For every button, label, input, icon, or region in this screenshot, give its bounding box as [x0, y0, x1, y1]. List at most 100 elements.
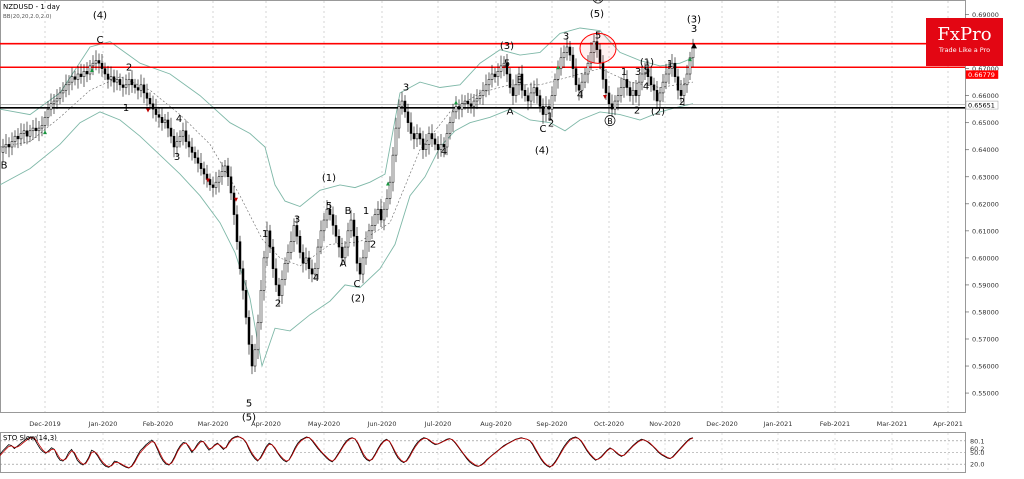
wave-label: 2: [679, 97, 685, 108]
candle-bull: [283, 263, 287, 280]
y-tick-label: 0.57000: [972, 335, 999, 343]
y-axis: 0.690000.680000.670000.660000.650000.640…: [965, 11, 999, 398]
candle-bear: [352, 219, 356, 237]
candle-bear: [679, 89, 683, 96]
candle-bear: [274, 268, 278, 286]
candle-bear: [334, 225, 338, 237]
candle-bull: [664, 73, 668, 83]
wave-label: (2): [351, 294, 365, 305]
candle-bull: [400, 100, 404, 107]
candle-bear: [208, 179, 212, 186]
candle-bear: [145, 92, 149, 99]
candle-bull: [64, 84, 68, 91]
candle-bear: [538, 95, 542, 107]
sto-tick-label: 80.1: [970, 437, 984, 445]
y-tick-label: 0.58000: [972, 308, 999, 316]
candle-bear: [358, 263, 362, 275]
candle-bear: [547, 106, 551, 110]
buy-signal-arrow: [454, 100, 458, 105]
wave-circle: [604, 115, 616, 126]
candle-bull: [592, 41, 596, 53]
candle-bull: [13, 135, 17, 142]
wave-label: 1: [363, 206, 369, 217]
y-tick-label: 0.61000: [972, 227, 999, 235]
candle-bull: [325, 208, 329, 221]
candle-bull: [181, 130, 185, 137]
candle-bear: [136, 87, 140, 91]
candle-bear: [331, 214, 335, 226]
candle-bull: [556, 68, 560, 80]
x-tick-label: Dec-2020: [706, 420, 737, 428]
wave-label: A: [507, 106, 514, 117]
fxpro-logo: FxPro Trade Like a Pro: [926, 18, 1003, 66]
wave-label: 4: [176, 114, 182, 125]
candle-bear: [238, 241, 242, 269]
candle-bull: [385, 198, 389, 210]
candle-bear: [493, 73, 497, 77]
candle-bull: [139, 84, 143, 91]
candle-bear: [574, 68, 578, 86]
candle-bull: [613, 100, 617, 110]
x-tick-label: Feb-2020: [143, 420, 173, 428]
candle-bull: [109, 76, 113, 80]
candle-bear: [457, 106, 461, 110]
candle-bull: [424, 144, 428, 150]
price-label-box: [965, 100, 999, 110]
candle-bull: [82, 71, 86, 77]
candle-bear: [469, 103, 473, 107]
x-tick-label: Apr-2020: [251, 420, 281, 428]
candle-bull: [40, 125, 44, 129]
candle-bull: [163, 119, 167, 123]
candle-bear: [232, 192, 236, 215]
candle-bear: [130, 79, 134, 86]
candle-bull: [115, 79, 119, 83]
x-tick-label: Nov-2020: [649, 420, 680, 428]
candle-bear: [676, 76, 680, 91]
sto-d-line: [0, 436, 694, 469]
candle-bull: [670, 62, 674, 69]
candle-bear: [166, 119, 170, 129]
candle-bear: [406, 111, 410, 123]
wave-label: C: [354, 279, 361, 290]
candle-bull: [640, 73, 644, 83]
candle-bear: [421, 138, 425, 150]
wave-label: 1: [262, 229, 268, 240]
candle-bear: [571, 54, 575, 69]
candle-bear: [25, 130, 29, 137]
x-tick-label: Sep-2020: [536, 420, 567, 428]
candle-bear: [412, 133, 416, 140]
candle-bull: [259, 290, 263, 324]
candle-bear: [16, 135, 20, 140]
candle-bull: [70, 76, 74, 83]
buy-signal-arrow: [556, 65, 560, 70]
candle-bear: [535, 87, 539, 96]
wave-label: 4: [643, 82, 649, 93]
wave-label: 1: [621, 67, 627, 78]
candle-bull: [175, 141, 179, 148]
candle-bear: [379, 208, 383, 221]
candle-bull: [481, 89, 485, 96]
candle-bear: [247, 317, 251, 345]
y-tick-label: 0.60000: [972, 254, 999, 262]
candle-bear: [106, 73, 110, 80]
candle-bull: [370, 225, 374, 232]
candle-bull: [532, 87, 536, 94]
candle-bull: [454, 106, 458, 113]
candle-bear: [118, 79, 122, 86]
candle-bear: [241, 268, 245, 291]
candle-bull: [427, 133, 431, 145]
candle-bear: [199, 162, 203, 169]
wave-label: B: [607, 117, 613, 126]
candle-bull: [487, 79, 491, 86]
logo-tagline: Trade Like a Pro: [938, 46, 991, 54]
wave-label: (5): [590, 9, 604, 20]
candle-bear: [436, 144, 440, 150]
candle-bull: [451, 111, 455, 123]
candle-bull: [91, 62, 95, 67]
x-tick-label: Jul-2020: [424, 420, 452, 428]
candle-bull: [367, 230, 371, 242]
buy-signal-arrow: [386, 181, 390, 186]
candle-bear: [433, 138, 437, 145]
candle-bull: [61, 89, 65, 94]
